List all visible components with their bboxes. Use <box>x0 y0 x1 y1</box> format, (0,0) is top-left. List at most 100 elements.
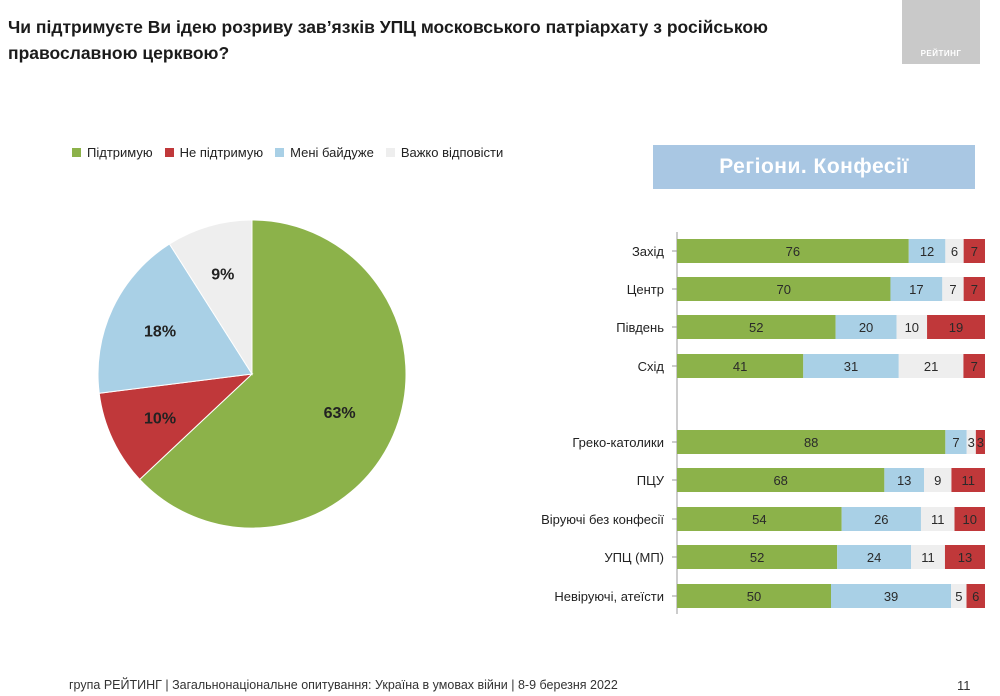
bar-value-label-hard: 21 <box>924 359 938 374</box>
bar-segment-indifferent <box>803 354 899 378</box>
bar-segment-hard <box>924 468 952 492</box>
bar-value-label-indifferent: 24 <box>867 550 881 565</box>
bar-segment-hard <box>898 354 964 378</box>
bar-segment-hard <box>945 239 964 263</box>
bar-segment-support <box>677 354 804 378</box>
bar-segment-not-support <box>966 584 985 608</box>
legend-label-not-support: Не підтримую <box>179 145 264 160</box>
bar-segment-support <box>677 239 909 263</box>
bar-category-label: Греко-католики <box>572 435 664 450</box>
bar-value-label-support: 54 <box>752 512 766 527</box>
bar-value-label-indifferent: 20 <box>859 320 873 335</box>
bar-category-label: УПЦ (МП) <box>604 550 664 565</box>
bar-value-label-not-support: 19 <box>949 320 963 335</box>
bar-segment-support <box>677 277 891 301</box>
bar-value-label-not-support: 7 <box>971 359 978 374</box>
pie-label-not-support: 10% <box>144 410 176 427</box>
bar-value-label-support: 52 <box>750 550 764 565</box>
bar-category-label: ПЦУ <box>637 473 665 488</box>
regions-confessions-banner: Регіони. Конфесії <box>653 145 975 189</box>
bar-segment-indifferent <box>837 545 912 569</box>
bar-value-label-not-support: 7 <box>971 282 978 297</box>
bar-value-label-indifferent: 39 <box>884 589 898 604</box>
legend-item-hard: Важко відповісти <box>385 145 503 160</box>
bar-value-label-not-support: 11 <box>961 473 975 488</box>
bar-segment-hard <box>951 584 967 608</box>
legend-swatch-not-support <box>164 148 174 157</box>
pie-chart: 63% 10% 18% 9% <box>97 219 407 529</box>
bar-segment-hard <box>911 545 945 569</box>
legend-swatch-support <box>72 148 81 157</box>
bar-segment-hard <box>896 315 928 339</box>
bar-value-label-support: 50 <box>747 589 761 604</box>
bar-segment-indifferent <box>945 430 967 454</box>
bar-segment-support <box>677 545 838 569</box>
bar-segment-hard <box>920 507 955 531</box>
bar-segment-not-support <box>954 507 985 531</box>
bar-value-label-hard: 11 <box>931 512 945 527</box>
bar-segment-hard <box>966 430 976 454</box>
bar-category-label: Схід <box>638 359 665 374</box>
bar-segment-indifferent <box>908 239 946 263</box>
bar-segment-indifferent <box>841 507 921 531</box>
legend-swatch-hard <box>385 148 395 157</box>
bar-value-label-indifferent: 13 <box>897 473 911 488</box>
banner-text: Регіони. Конфесії <box>719 155 909 178</box>
bar-segment-indifferent <box>884 468 925 492</box>
bar-value-label-not-support: 7 <box>971 244 978 259</box>
bar-value-label-indifferent: 7 <box>952 435 959 450</box>
bar-segment-not-support <box>963 239 985 263</box>
bar-segment-not-support <box>975 430 985 454</box>
footer-source: група РЕЙТИНГ | Загальнонаціональне опит… <box>69 678 618 692</box>
legend-item-indifferent: Мені байдуже <box>275 145 374 160</box>
rating-logo: РЕЙТИНГ <box>902 0 980 64</box>
bar-category-label: Віруючі без конфесії <box>541 512 664 527</box>
pie-slice-not-support <box>98 373 254 481</box>
bar-value-label-indifferent: 31 <box>844 359 858 374</box>
bar-value-label-not-support: 10 <box>963 512 977 527</box>
bar-value-label-hard: 5 <box>955 589 962 604</box>
pie-label-hard: 9% <box>211 266 234 283</box>
legend-swatch-indifferent <box>275 148 285 157</box>
logo-text: РЕЙТИНГ <box>920 49 962 58</box>
bar-value-label-hard: 7 <box>949 282 956 297</box>
bar-value-label-support: 68 <box>773 473 787 488</box>
chart-title: Чи підтримуєте Ви ідею розриву зав’язків… <box>8 17 768 63</box>
bar-value-label-indifferent: 12 <box>920 244 934 259</box>
pie-slice-support <box>139 219 407 529</box>
pie-slice-hard <box>168 219 253 376</box>
bar-segment-indifferent <box>835 315 897 339</box>
bar-value-label-not-support: 3 <box>977 435 984 450</box>
bar-segment-support <box>677 507 842 531</box>
bar-value-label-support: 88 <box>804 435 818 450</box>
bar-value-label-support: 70 <box>776 282 790 297</box>
bar-value-label-support: 52 <box>749 320 763 335</box>
bar-value-label-hard: 10 <box>905 320 919 335</box>
bar-category-label: Центр <box>627 282 664 297</box>
bar-segment-support <box>677 584 831 608</box>
bar-segment-not-support <box>951 468 985 492</box>
bar-category-label: Невіруючі, атеїсти <box>554 589 664 604</box>
legend-label-support: Підтримую <box>87 145 153 160</box>
page-number: 11 <box>957 678 971 693</box>
legend-item-support: Підтримую <box>72 145 153 160</box>
bar-value-label-hard: 9 <box>934 473 941 488</box>
bar-segment-indifferent <box>831 584 952 608</box>
legend-label-indifferent: Мені байдуже <box>290 145 374 160</box>
bar-segment-not-support <box>927 315 985 339</box>
bar-value-label-indifferent: 26 <box>874 512 888 527</box>
bar-value-label-not-support: 6 <box>972 589 979 604</box>
bar-value-label-not-support: 13 <box>958 550 972 565</box>
bar-value-label-support: 76 <box>786 244 800 259</box>
bar-segment-hard <box>942 277 964 301</box>
bar-value-label-hard: 11 <box>921 550 935 565</box>
bar-segment-indifferent <box>890 277 943 301</box>
bar-segment-support <box>677 430 946 454</box>
bar-category-label: Південь <box>616 320 664 335</box>
bar-segment-not-support <box>963 277 985 301</box>
bar-value-label-support: 41 <box>733 359 747 374</box>
pie-label-indifferent: 18% <box>144 324 176 341</box>
bar-segment-support <box>677 315 836 339</box>
pie-label-support: 63% <box>324 405 356 422</box>
